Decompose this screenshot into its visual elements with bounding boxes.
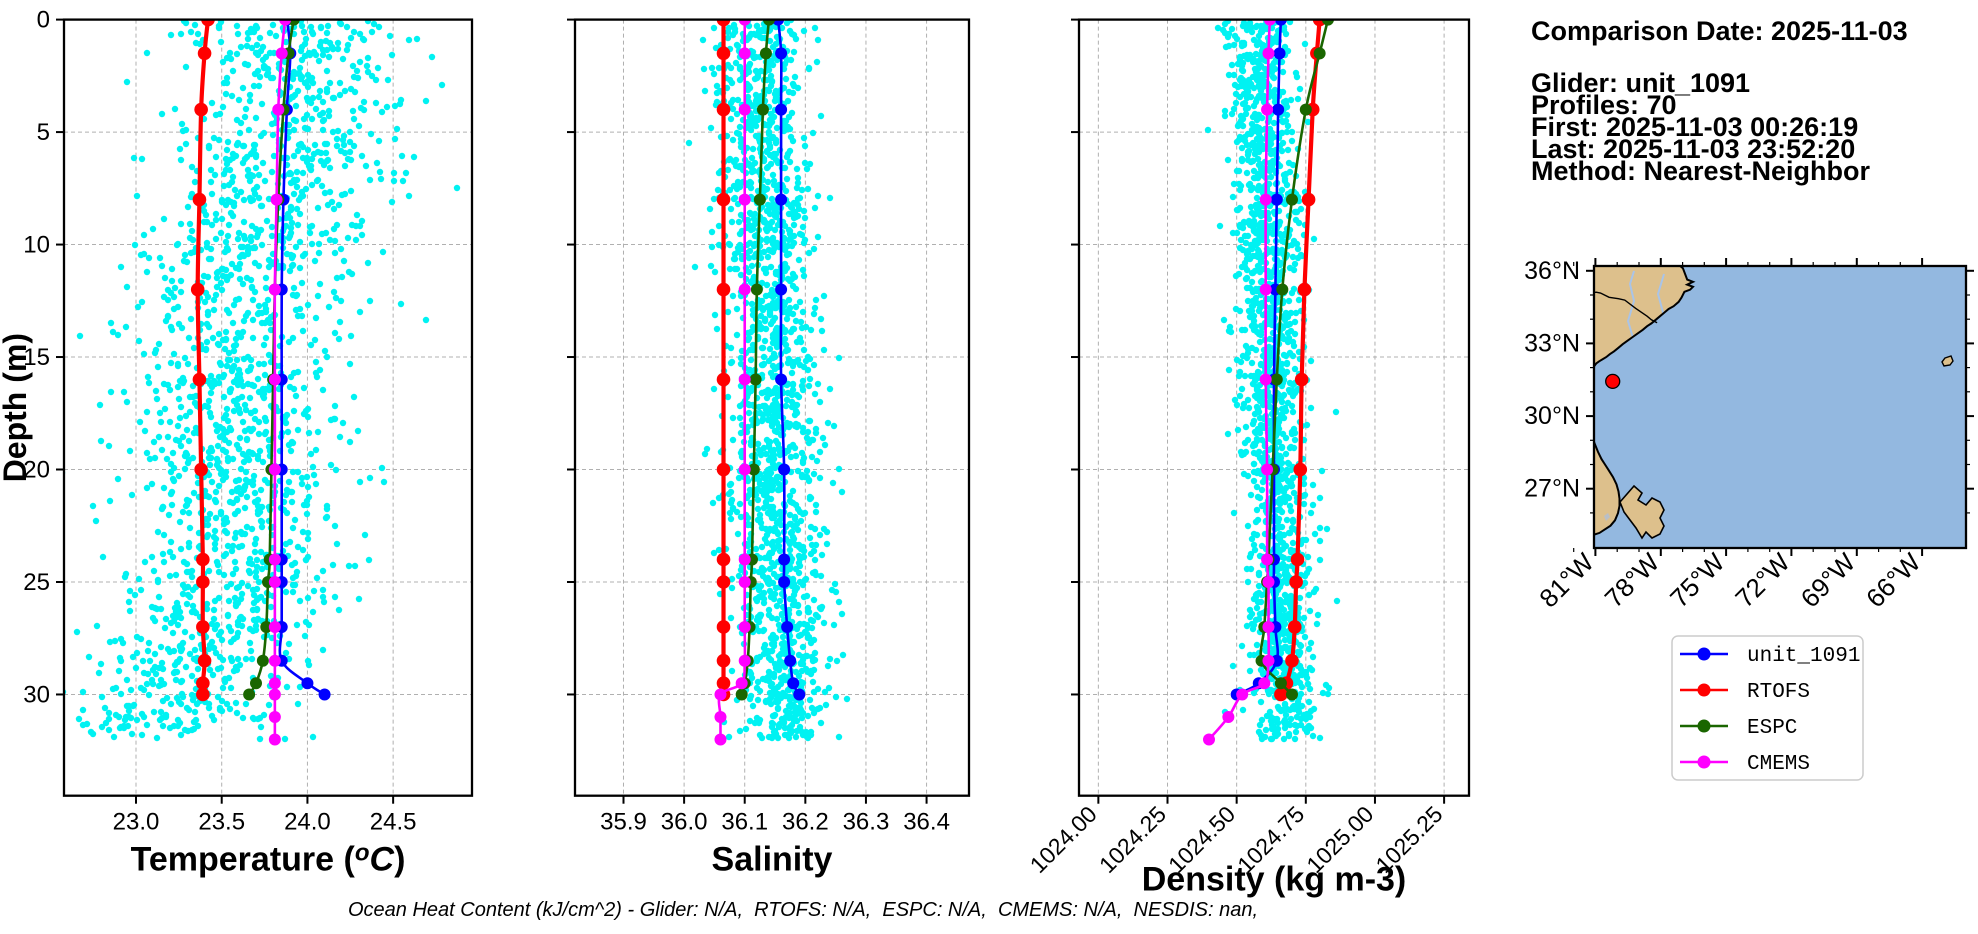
- svg-text:0: 0: [37, 7, 50, 34]
- svg-text:36.0: 36.0: [661, 809, 708, 836]
- svg-text:23.5: 23.5: [198, 809, 245, 836]
- svg-text:36.3: 36.3: [843, 809, 890, 836]
- svg-text:Depth (m): Depth (m): [0, 333, 33, 482]
- svg-text:36.2: 36.2: [782, 809, 829, 836]
- svg-text:10: 10: [23, 232, 50, 259]
- svg-text:30: 30: [23, 681, 50, 708]
- svg-text:24.0: 24.0: [284, 809, 331, 836]
- svg-text:24.5: 24.5: [370, 809, 417, 836]
- svg-text:Temperature (oC): Temperature (oC): [131, 840, 406, 879]
- svg-text:Salinity: Salinity: [712, 841, 833, 879]
- svg-text:35.9: 35.9: [600, 809, 647, 836]
- svg-text:23.0: 23.0: [113, 809, 160, 836]
- svg-text:36.4: 36.4: [903, 809, 950, 836]
- svg-text:5: 5: [37, 119, 50, 146]
- svg-text:25: 25: [23, 569, 50, 596]
- svg-text:36.1: 36.1: [721, 809, 768, 836]
